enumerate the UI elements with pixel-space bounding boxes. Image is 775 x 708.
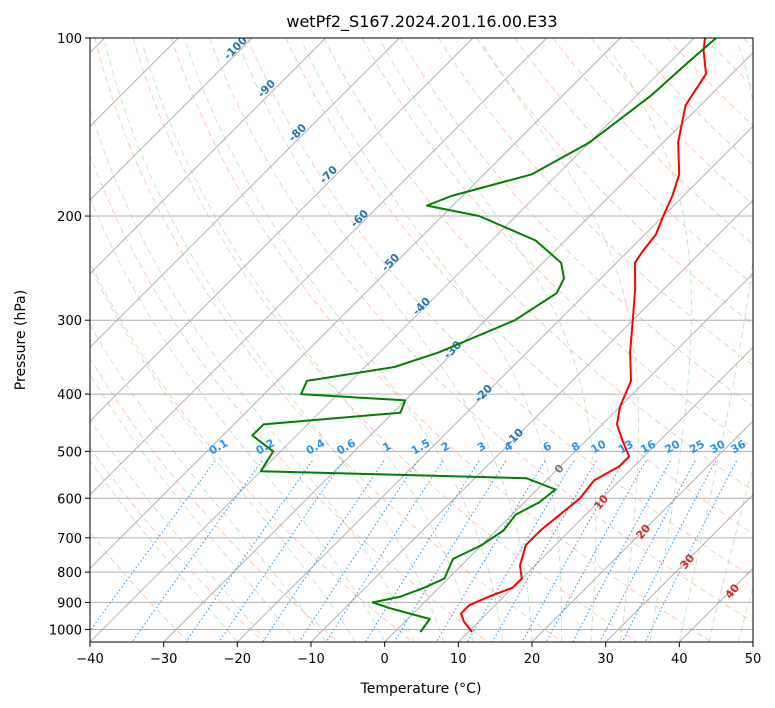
x-tick-label: 20: [524, 652, 541, 667]
mixing-ratio-line: [467, 460, 574, 642]
moist-adiabat-line: [90, 418, 268, 642]
moist-adiabat-line: [141, 42, 474, 642]
x-tick-label: 10: [450, 652, 467, 667]
moist-adiabat-line: [90, 107, 415, 642]
x-tick-label: 50: [745, 652, 762, 667]
y-tick-label: 800: [57, 566, 82, 581]
isotherm-line: [384, 273, 753, 642]
isotherm-line: [237, 125, 753, 642]
moist-adiabat-line: [90, 196, 386, 642]
isotherm-line: [90, 38, 400, 348]
isotherm-line: [458, 346, 753, 642]
y-tick-label: 100: [57, 32, 82, 47]
dry-adiabat-line: [209, 38, 753, 623]
moist-adiabat-line: [90, 265, 356, 642]
dewpoint-line: [251, 38, 717, 633]
moist-adiabat-line: [238, 42, 533, 642]
mixing-ratio-line: [185, 460, 313, 642]
temperature-line: [460, 38, 707, 633]
dry-adiabat-line: [438, 38, 753, 366]
moist-adiabat-line: [481, 42, 639, 642]
y-tick-label: 900: [57, 596, 82, 611]
dry-adiabat-line: [90, 357, 339, 642]
moist-adiabat-line: [185, 42, 503, 642]
dry-adiabat-line: [285, 38, 753, 535]
x-tick-label: 0: [381, 652, 389, 667]
dry-adiabat-line: [170, 38, 712, 642]
dry-adiabat-line: [90, 446, 264, 642]
y-tick-label: 700: [57, 532, 82, 547]
isotherm-line: [531, 420, 753, 642]
moist-adiabat-line: [737, 585, 753, 642]
mixing-ratio-line: [90, 460, 216, 632]
mixing-ratio-line: [491, 460, 597, 642]
mixing-ratio-line: [521, 460, 625, 642]
dry-adiabat-line: [94, 38, 563, 642]
isotherm-line: [90, 38, 547, 496]
isotherm-line: [90, 38, 253, 201]
y-axis-label: Pressure (hPa): [13, 290, 29, 390]
y-tick-label: 1000: [49, 623, 82, 638]
dry-adiabat-line: [90, 261, 414, 642]
mixing-ratio-line: [325, 460, 444, 642]
mixing-ratio-line: [298, 460, 419, 642]
x-tick-label: −10: [297, 652, 324, 667]
dry-adiabat-line: [552, 38, 753, 245]
y-tick-label: 400: [57, 388, 82, 403]
x-tick-label: −40: [76, 652, 103, 667]
moist-adiabat-line: [90, 460, 238, 642]
moist-adiabat-line: [104, 43, 444, 642]
isotherm-line: [90, 38, 474, 422]
y-tick-label: 600: [57, 492, 82, 507]
plot-frame: [89, 37, 754, 643]
mixing-ratio-line: [545, 460, 647, 642]
dry-adiabat-line: [590, 38, 753, 205]
isotherm-line: [605, 494, 753, 642]
y-tick-label: 500: [57, 445, 82, 460]
dry-adiabat-line: [132, 38, 638, 642]
moist-adiabat-line: [678, 42, 753, 642]
dry-adiabat-line: [399, 38, 753, 407]
moist-adiabat-line: [90, 373, 297, 642]
x-axis-label: Temperature (°C): [360, 681, 482, 697]
moist-adiabat-line: [708, 465, 753, 642]
y-tick-label: 300: [57, 314, 82, 329]
chart-title: wetPf2_S167.2024.201.16.00.E33: [286, 12, 557, 32]
mixing-ratio-line: [435, 460, 546, 642]
dry-adiabat-line: [323, 38, 753, 492]
x-tick-label: −20: [224, 652, 251, 667]
dry-adiabat-line: [247, 38, 753, 578]
mixing-ratio-line: [218, 460, 344, 642]
grid-layer: [90, 38, 753, 642]
moist-adiabat-line: [605, 42, 692, 642]
x-tick-label: −30: [150, 652, 177, 667]
series-layer: [251, 38, 717, 633]
dry-adiabat-line: [361, 38, 753, 449]
axis-layer: −40 −30 −20 −10 0 10 20 30 40 50 1000 900 800 700 600 5…: [49, 32, 761, 667]
moist-adiabat-line: [90, 323, 327, 642]
moist-adiabat-line: [381, 42, 597, 642]
mixing-ratio-line: [644, 460, 737, 642]
x-tick-label: 30: [597, 652, 614, 667]
mixing-ratio-line: [262, 460, 385, 642]
mixing-ratio-line: [131, 460, 263, 642]
isotherm-line: [90, 38, 621, 569]
x-tick-label: 40: [671, 652, 688, 667]
y-tick-label: 200: [57, 210, 82, 225]
